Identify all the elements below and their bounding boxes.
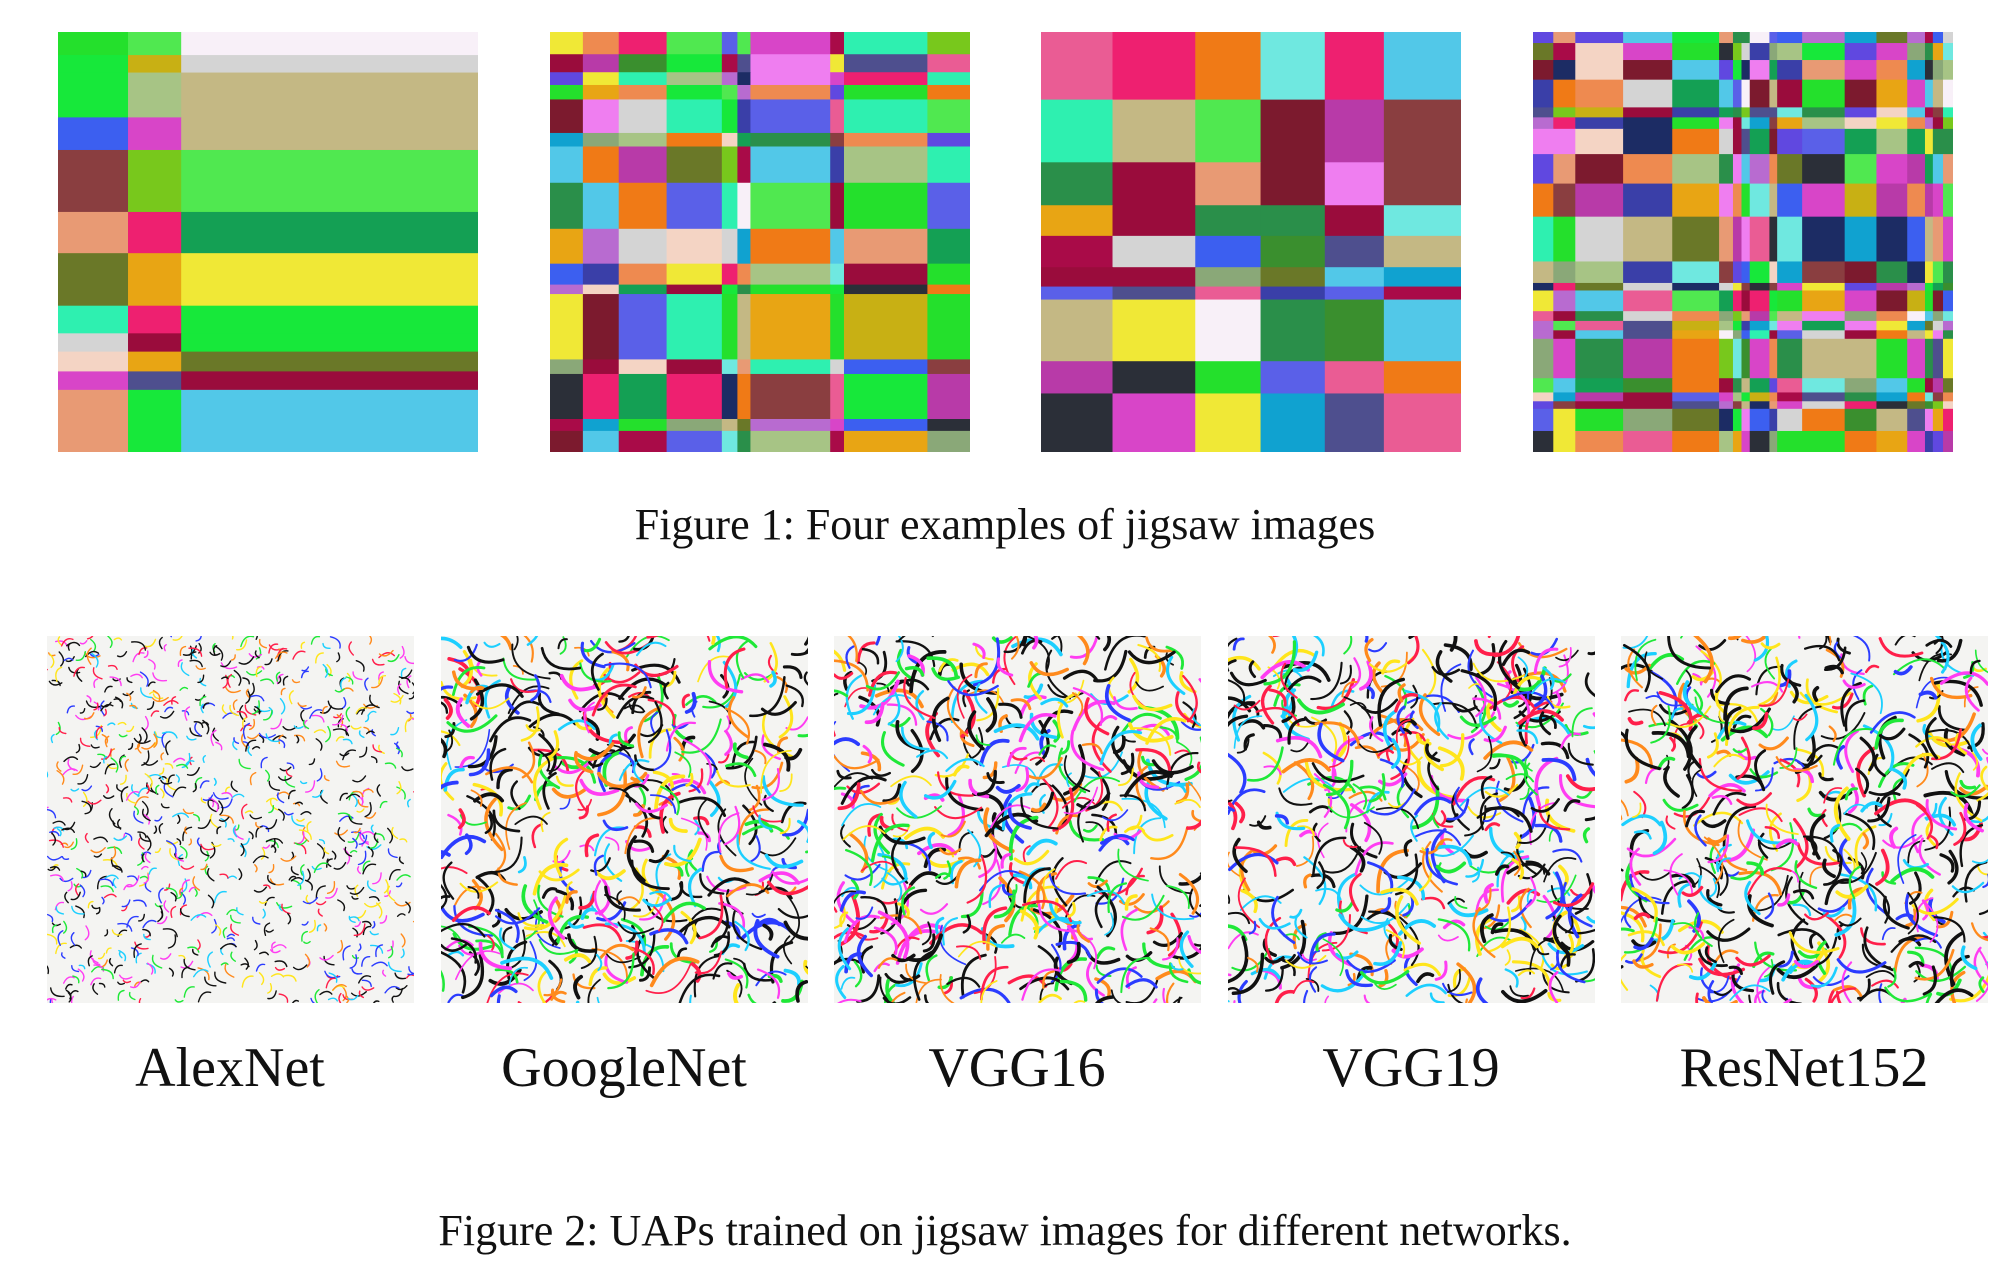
label-vgg19: VGG19	[1221, 1040, 1601, 1096]
label-alexnet: AlexNet	[40, 1040, 420, 1096]
figure-1-caption: Figure 1: Four examples of jigsaw images	[0, 503, 2010, 547]
figure-2-caption: Figure 2: UAPs trained on jigsaw images …	[0, 1209, 2010, 1253]
label-vgg16: VGG16	[827, 1040, 1207, 1096]
label-resnet152: ResNet152	[1614, 1040, 1994, 1096]
uap-image-googlenet	[441, 636, 808, 1003]
jigsaw-image-1	[58, 32, 478, 452]
label-googlenet: GoogleNet	[434, 1040, 814, 1096]
uap-image-resnet152	[1621, 636, 1988, 1003]
uap-image-vgg19	[1228, 636, 1595, 1003]
uap-image-vgg16	[834, 636, 1201, 1003]
jigsaw-image-4	[1533, 32, 1953, 452]
jigsaw-image-3	[1041, 32, 1461, 452]
jigsaw-image-2	[550, 32, 970, 452]
uap-image-alexnet	[47, 636, 414, 1003]
